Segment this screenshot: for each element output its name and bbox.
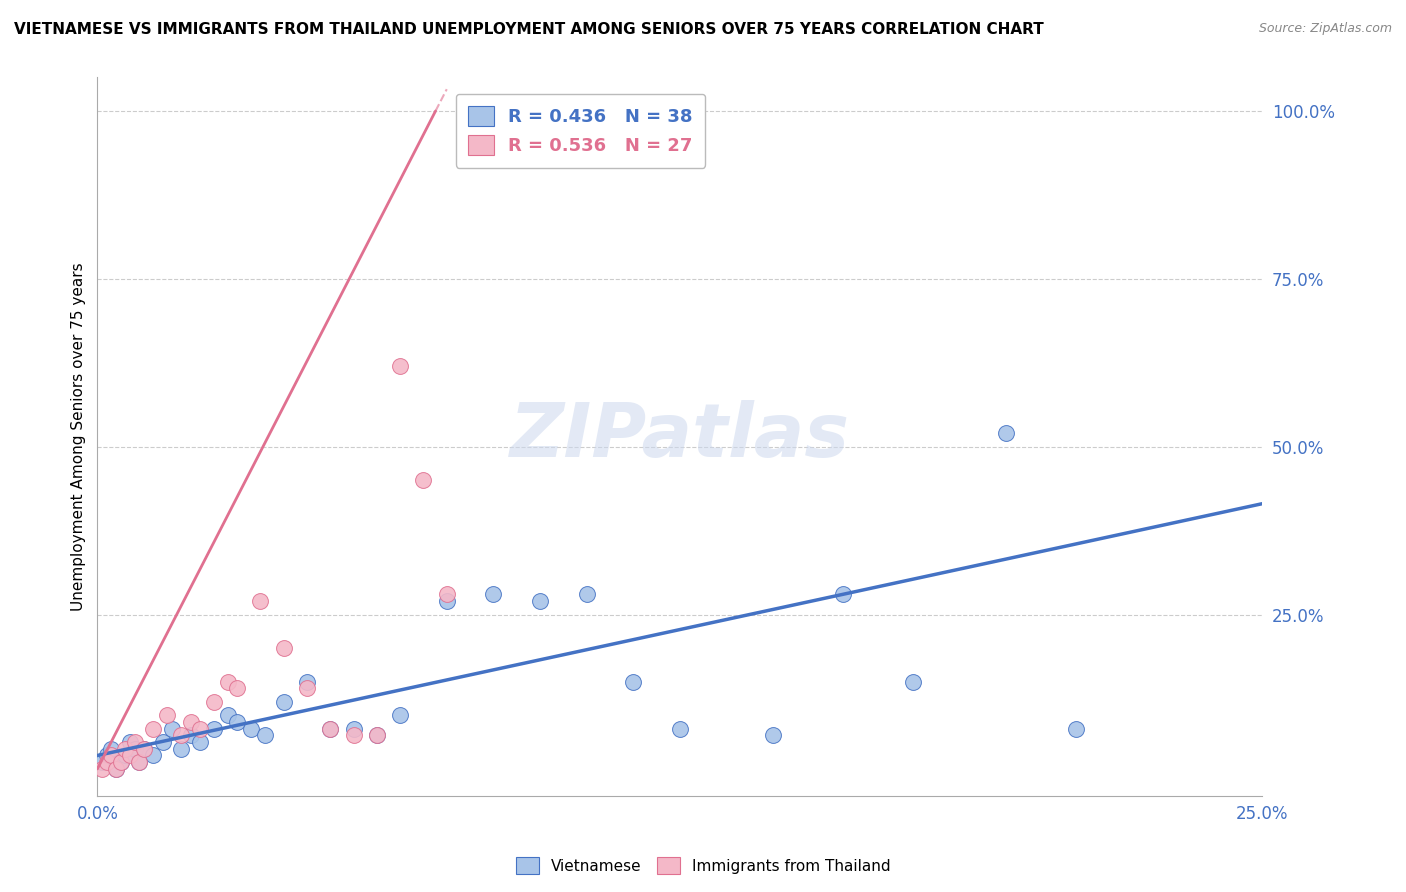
Point (188, 722, 211, 736)
Point (366, 728, 388, 742)
Point (100, 748, 122, 763)
Point (110, 755, 132, 769)
Point (132, 741, 155, 756)
Legend: R = 0.436   N = 38, R = 0.536   N = 27: R = 0.436 N = 38, R = 0.536 N = 27 (456, 94, 706, 168)
Point (994, 426, 1017, 441)
Point (389, 359, 412, 373)
Point (118, 735, 141, 749)
Point (295, 674, 318, 689)
Point (575, 587, 598, 601)
Point (118, 748, 141, 763)
Point (91, 755, 114, 769)
Point (132, 741, 155, 756)
Point (436, 594, 458, 608)
Point (240, 722, 263, 736)
Point (142, 748, 165, 763)
Point (389, 708, 412, 723)
Point (273, 695, 295, 709)
Point (124, 735, 146, 749)
Point (96, 748, 118, 763)
Point (160, 722, 183, 736)
Point (249, 594, 271, 608)
Point (96, 755, 118, 769)
Point (180, 714, 202, 729)
Point (104, 762, 127, 776)
Point (100, 741, 122, 756)
Point (762, 728, 785, 742)
Point (319, 722, 342, 736)
Point (104, 762, 127, 776)
Point (202, 695, 225, 709)
Point (342, 722, 364, 736)
Point (273, 641, 295, 656)
Point (668, 722, 690, 736)
Point (114, 748, 136, 763)
Text: VIETNAMESE VS IMMIGRANTS FROM THAILAND UNEMPLOYMENT AMONG SENIORS OVER 75 YEARS : VIETNAMESE VS IMMIGRANTS FROM THAILAND U… (14, 22, 1043, 37)
Point (366, 728, 388, 742)
Text: Source: ZipAtlas.com: Source: ZipAtlas.com (1258, 22, 1392, 36)
Point (114, 741, 136, 756)
Point (142, 722, 165, 736)
Point (901, 674, 924, 689)
Point (226, 714, 249, 729)
Point (128, 755, 150, 769)
Legend: Vietnamese, Immigrants from Thailand: Vietnamese, Immigrants from Thailand (509, 851, 897, 880)
Point (217, 708, 239, 723)
Point (226, 681, 249, 696)
Point (156, 708, 179, 723)
Text: ZIPatlas: ZIPatlas (510, 401, 849, 473)
Point (152, 735, 174, 749)
Point (319, 722, 342, 736)
Point (128, 755, 150, 769)
Point (1064, 722, 1087, 736)
Point (621, 674, 644, 689)
Point (110, 755, 132, 769)
Point (170, 741, 193, 756)
Point (188, 735, 211, 749)
Point (529, 594, 551, 608)
Point (254, 728, 277, 742)
Y-axis label: Unemployment Among Seniors over 75 years: Unemployment Among Seniors over 75 years (72, 262, 86, 611)
Point (436, 587, 458, 601)
Point (295, 681, 318, 696)
Point (482, 587, 505, 601)
Point (91, 762, 114, 776)
Point (202, 722, 225, 736)
Point (217, 674, 239, 689)
Point (170, 728, 193, 742)
Point (831, 587, 853, 601)
Point (342, 728, 364, 742)
Point (124, 741, 146, 756)
Point (412, 473, 434, 487)
Point (180, 728, 202, 742)
